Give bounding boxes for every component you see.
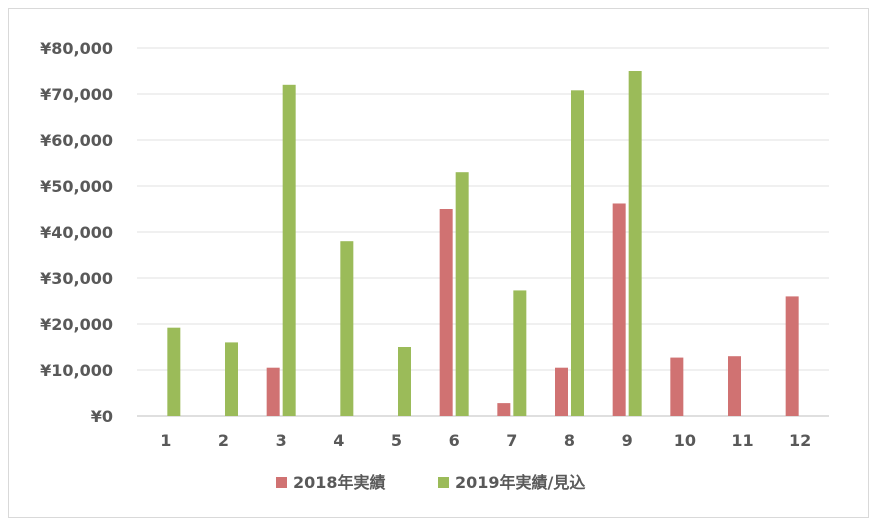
bar-series2 (513, 290, 527, 416)
bar-series1 (497, 403, 511, 416)
y-tick-label: ¥40,000 (40, 223, 113, 242)
bar-series1 (728, 356, 741, 416)
x-tick-label: 6 (449, 431, 460, 450)
y-tick-label: ¥70,000 (40, 85, 113, 104)
x-tick-label: 8 (564, 431, 575, 450)
x-tick-label: 1 (160, 431, 171, 450)
bar-series2 (282, 84, 296, 417)
x-tick-label: 3 (276, 431, 287, 450)
bar-series1 (439, 209, 453, 416)
chart-frame (8, 8, 869, 518)
bar-series2 (225, 342, 238, 416)
y-tick-label: ¥20,000 (40, 315, 113, 334)
bar-series2 (571, 90, 584, 416)
legend-label: 2019年実績/見込 (455, 473, 585, 492)
x-tick-label: 12 (789, 431, 811, 450)
bar-series1 (670, 357, 684, 416)
y-tick-label: ¥50,000 (40, 177, 113, 196)
x-tick-label: 10 (674, 431, 696, 450)
x-tick-label: 7 (506, 431, 517, 450)
bar-series2 (628, 71, 642, 416)
x-tick-label: 4 (333, 431, 344, 450)
legend-label: 2018年実績 (293, 473, 386, 492)
bar-series2 (340, 241, 354, 416)
x-tick-label: 2 (218, 431, 229, 450)
bar-series2 (455, 172, 469, 416)
bar-series1 (266, 367, 280, 416)
x-tick-label: 9 (622, 431, 633, 450)
y-tick-label: ¥80,000 (40, 39, 113, 58)
x-tick-label: 11 (731, 431, 753, 450)
y-tick-label: ¥60,000 (40, 131, 113, 150)
bar-series1 (555, 367, 568, 416)
y-tick-label: ¥30,000 (40, 269, 113, 288)
legend-swatch (438, 477, 449, 488)
bar-series1 (612, 203, 626, 416)
y-tick-label: ¥10,000 (40, 361, 113, 380)
x-tick-label: 5 (391, 431, 402, 450)
bar-series2 (398, 347, 411, 416)
legend-swatch (276, 477, 287, 488)
bar-series1 (785, 296, 799, 416)
bar-series2 (167, 327, 181, 416)
y-tick-label: ¥0 (91, 407, 113, 426)
